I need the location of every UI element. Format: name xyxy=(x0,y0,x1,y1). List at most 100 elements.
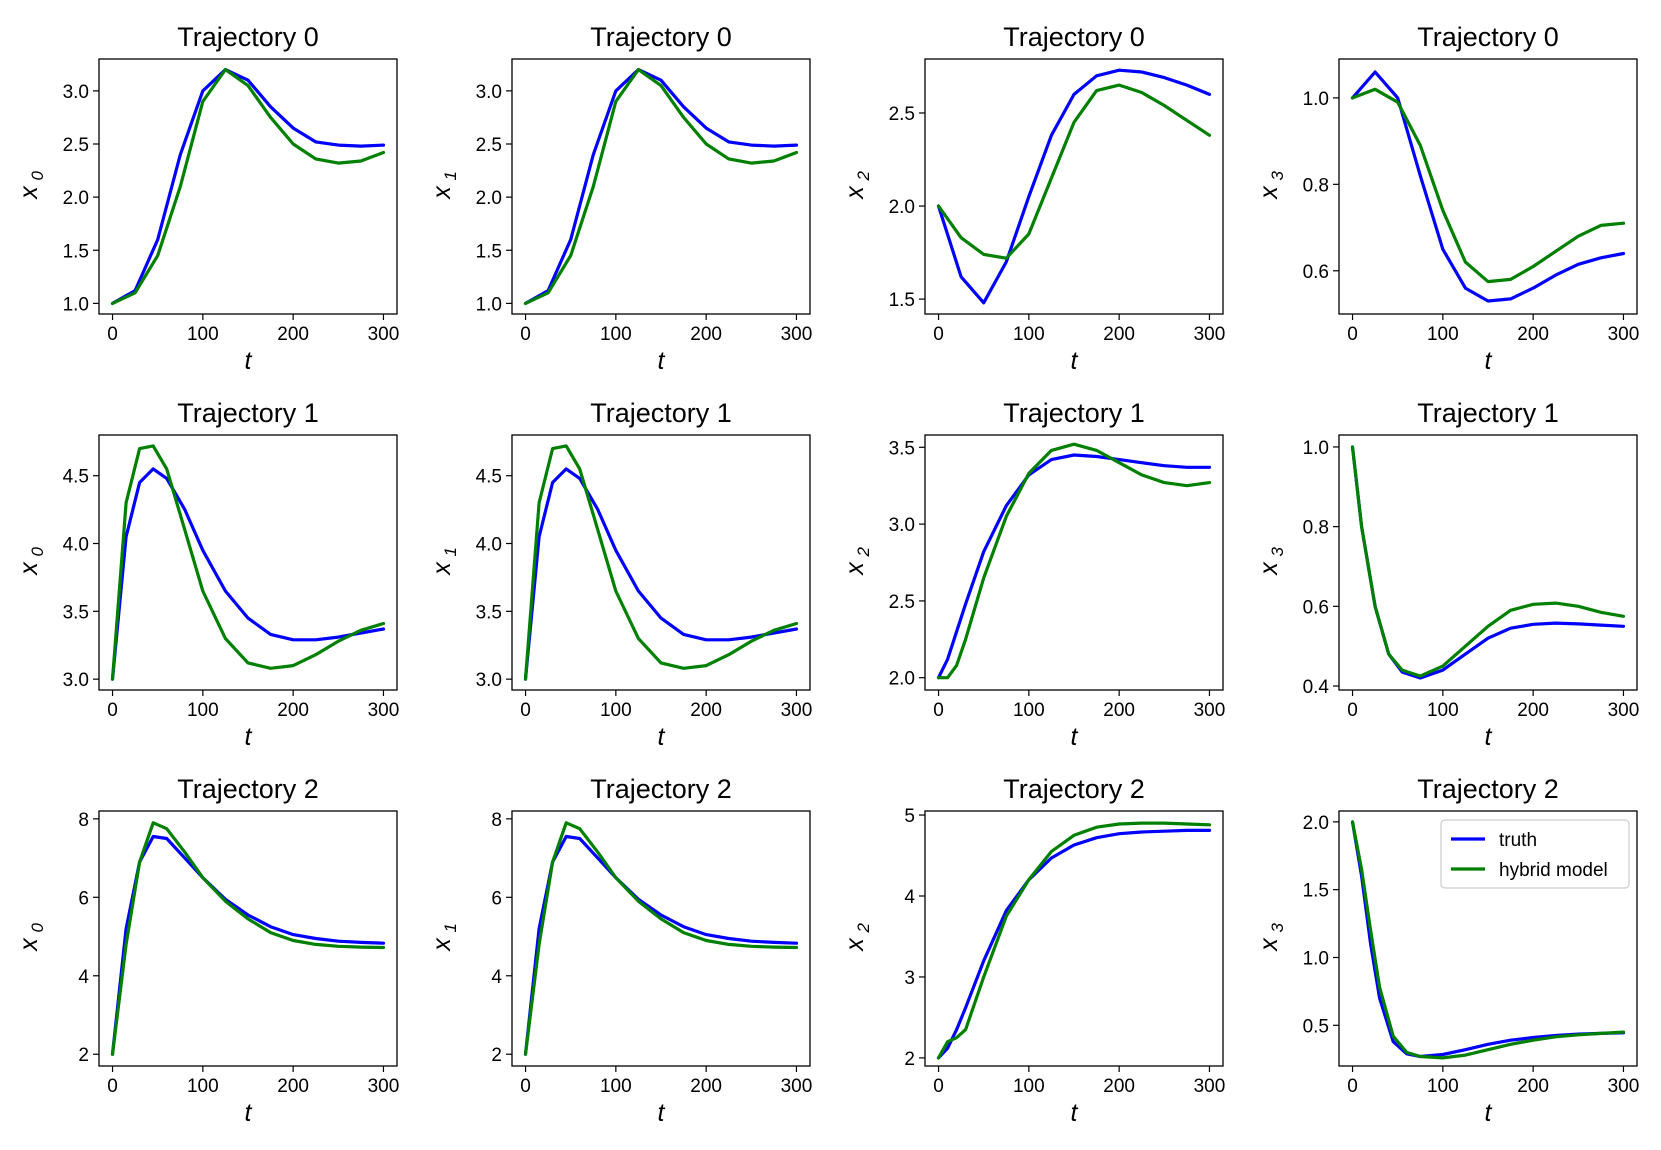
x-axis-label: t xyxy=(1071,347,1079,375)
plot-frame xyxy=(924,58,1224,315)
y-tick-label: 5 xyxy=(904,806,915,827)
plot-frame xyxy=(98,810,398,1067)
x-axis-label: t xyxy=(1485,723,1493,751)
y-tick-label: 2.5 xyxy=(889,592,915,613)
y-tick-label: 3.0 xyxy=(63,670,89,691)
x-tick-label: 0 xyxy=(520,700,531,721)
y-axis-label-subscript: 3 xyxy=(1268,547,1287,557)
hybrid-model-line xyxy=(1350,820,1626,1060)
hybrid-model-line xyxy=(523,444,799,681)
x-tick-label: 100 xyxy=(187,324,219,345)
x-tick-label: 100 xyxy=(600,1076,632,1097)
plot-frame xyxy=(511,58,811,315)
y-tick-label: 4.5 xyxy=(63,467,89,488)
x-tick-label: 300 xyxy=(1194,324,1226,345)
y-tick-label: 3 xyxy=(904,968,915,989)
y-axis-label-subscript: 2 xyxy=(854,923,873,934)
x-tick-label: 300 xyxy=(1194,1076,1226,1097)
x-tick-label: 200 xyxy=(690,324,722,345)
hybrid-model-line xyxy=(936,442,1212,680)
subplot-title: Trajectory 2 xyxy=(177,774,319,804)
legend: truth hybrid model xyxy=(1440,819,1630,889)
truth-line xyxy=(1350,70,1626,303)
y-tick-label: 2 xyxy=(904,1049,915,1070)
x-tick-label: 100 xyxy=(600,324,632,345)
y-tick-label: 1.0 xyxy=(1303,948,1329,969)
y-axis-label-subscript: 1 xyxy=(441,171,460,180)
x-tick-label: 200 xyxy=(1517,1076,1549,1097)
plot-frame xyxy=(924,810,1224,1067)
x-tick-label: 300 xyxy=(1608,1076,1640,1097)
hybrid-model-line xyxy=(1350,445,1626,678)
y-axis-label-subscript: 0 xyxy=(28,923,47,933)
y-axis-label-subscript: 3 xyxy=(1268,923,1287,933)
x-tick-label: 0 xyxy=(1347,1076,1358,1097)
y-axis-label-subscript: 0 xyxy=(28,547,47,557)
y-tick-label: 8 xyxy=(78,810,89,831)
x-tick-label: 300 xyxy=(781,1076,813,1097)
y-axis-label-var: x xyxy=(841,561,869,576)
x-tick-label: 200 xyxy=(277,324,309,345)
hybrid-model-line xyxy=(523,821,799,1056)
legend-box xyxy=(1440,819,1630,889)
x-tick-label: 200 xyxy=(1103,700,1135,721)
y-axis-label: x3 xyxy=(1255,547,1287,576)
x-tick-label: 200 xyxy=(690,700,722,721)
y-axis-label-subscript: 0 xyxy=(28,171,47,181)
y-tick-label: 0.8 xyxy=(1303,175,1329,196)
y-axis-label-var: x xyxy=(15,185,43,200)
truth-line xyxy=(110,467,386,681)
y-tick-label: 4 xyxy=(78,967,89,988)
y-axis-label: x1 xyxy=(428,171,460,200)
y-tick-label: 4 xyxy=(491,967,502,988)
plot-frame xyxy=(1338,434,1638,691)
subplot-title: Trajectory 2 xyxy=(1417,774,1559,804)
hybrid-model-line xyxy=(110,821,386,1056)
plot-frame xyxy=(1338,58,1638,315)
x-tick-label: 100 xyxy=(600,700,632,721)
y-tick-label: 1.0 xyxy=(476,294,502,315)
y-tick-label: 4.0 xyxy=(476,535,502,556)
x-axis-label: t xyxy=(658,347,666,375)
subplot-title: Trajectory 2 xyxy=(1003,774,1145,804)
x-tick-label: 0 xyxy=(1347,324,1358,345)
x-tick-label: 0 xyxy=(520,324,531,345)
plot-frame xyxy=(1338,810,1638,1067)
x-tick-label: 200 xyxy=(277,700,309,721)
y-tick-label: 8 xyxy=(491,810,502,831)
hybrid-model-line xyxy=(936,83,1212,260)
y-tick-label: 3.5 xyxy=(476,602,502,623)
y-tick-label: 2.0 xyxy=(889,197,915,218)
y-axis-label: x1 xyxy=(428,547,460,576)
x-axis-label: t xyxy=(658,723,666,751)
y-tick-label: 2 xyxy=(78,1045,89,1066)
y-axis-label-subscript: 3 xyxy=(1268,171,1287,181)
x-axis-label: t xyxy=(245,347,253,375)
x-tick-label: 300 xyxy=(1608,324,1640,345)
truth-line xyxy=(936,453,1212,680)
hybrid-model-line xyxy=(936,821,1212,1060)
x-axis-label: t xyxy=(1485,1099,1493,1127)
subplot-title: Trajectory 0 xyxy=(1003,22,1145,52)
plot-frame xyxy=(511,810,811,1067)
y-axis-label: x0 xyxy=(15,171,47,200)
truth-line xyxy=(936,68,1212,305)
x-tick-label: 0 xyxy=(933,324,944,345)
y-tick-label: 2.5 xyxy=(476,135,502,156)
y-axis-label-var: x xyxy=(1255,561,1283,576)
y-tick-label: 4.0 xyxy=(63,535,89,556)
x-axis-label: t xyxy=(1071,1099,1079,1127)
x-tick-label: 200 xyxy=(1517,324,1549,345)
plot-frame xyxy=(924,434,1224,691)
truth-line xyxy=(110,67,386,305)
y-tick-label: 2.5 xyxy=(889,104,915,125)
y-tick-label: 3.5 xyxy=(889,438,915,459)
plot-frame xyxy=(511,434,811,691)
